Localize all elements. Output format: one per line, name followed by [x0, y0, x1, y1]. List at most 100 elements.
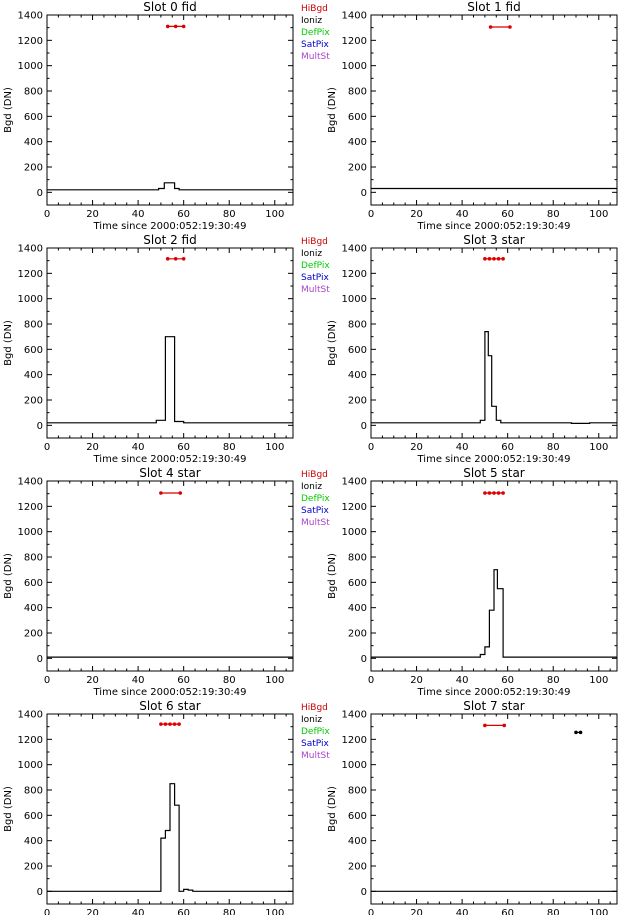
- y-tick-label: 1000: [18, 527, 43, 538]
- legend-entry-hibgd: HiBgd: [301, 237, 328, 247]
- flag-point-hibgd: [492, 256, 496, 261]
- y-axis-label: Bgd (DN): [327, 87, 338, 133]
- flag-point-hibgd: [159, 722, 163, 726]
- x-axis-label: Time since 2000:052:19:30:49: [417, 454, 571, 465]
- x-tick-label: 40: [132, 442, 145, 453]
- legend-entry-defpix: DefPix: [301, 494, 330, 504]
- y-tick-label: 800: [348, 87, 367, 98]
- flag-point-hibgd: [172, 722, 177, 726]
- y-tick-label: 1200: [342, 269, 367, 280]
- panel-title: Slot 4 star: [139, 466, 201, 480]
- x-tick-label: 40: [456, 908, 469, 915]
- flag-point-hibgd: [501, 256, 505, 261]
- x-tick-label: 100: [589, 442, 608, 453]
- y-tick-label: 1200: [18, 502, 43, 513]
- flag-point-ioniz: [578, 730, 583, 735]
- y-tick-label: 800: [24, 786, 43, 797]
- y-tick-label: 800: [348, 320, 367, 331]
- background-series-line: [371, 569, 617, 658]
- x-axis-label: Time since 2000:052:19:30:49: [417, 687, 571, 698]
- x-tick-label: 80: [223, 209, 236, 220]
- panel-title: Slot 1 fid: [467, 0, 520, 14]
- x-tick-label: 40: [456, 442, 469, 453]
- legend-entry-satpix: SatPix: [301, 506, 329, 516]
- x-tick-label: 40: [132, 908, 145, 915]
- y-tick-label: 0: [37, 421, 43, 432]
- flag-point-hibgd: [168, 722, 172, 726]
- x-tick-label: 60: [501, 442, 514, 453]
- legend-entry-hibgd: HiBgd: [301, 470, 328, 480]
- flag-point-hibgd: [178, 491, 183, 495]
- y-tick-label: 400: [348, 836, 367, 847]
- x-tick-label: 20: [86, 908, 99, 915]
- flag-point-hibgd: [483, 256, 487, 261]
- flag-point-hibgd: [173, 256, 178, 261]
- y-tick-label: 800: [24, 87, 43, 98]
- y-tick-label: 1200: [18, 269, 43, 280]
- y-tick-label: 0: [361, 654, 367, 665]
- x-tick-label: 20: [86, 442, 99, 453]
- y-tick-label: 1400: [342, 11, 367, 22]
- x-tick-label: 100: [589, 675, 608, 686]
- flag-point-hibgd: [159, 491, 163, 495]
- x-tick-label: 60: [501, 675, 514, 686]
- x-tick-label: 20: [86, 675, 99, 686]
- y-tick-label: 1400: [18, 244, 43, 255]
- y-tick-label: 1000: [18, 294, 43, 305]
- y-axis-label: Bgd (DN): [327, 320, 338, 366]
- y-tick-label: 200: [348, 629, 367, 640]
- y-tick-label: 1400: [342, 710, 367, 721]
- y-tick-label: 1400: [18, 11, 43, 22]
- y-tick-label: 400: [24, 836, 43, 847]
- legend-entry-hibgd: HiBgd: [301, 703, 328, 713]
- legend-entry-defpix: DefPix: [301, 261, 330, 271]
- legend-entry-multst: MultSt: [301, 52, 330, 62]
- x-tick-label: 20: [410, 908, 423, 915]
- legend-entry-multst: MultSt: [301, 518, 330, 528]
- x-axis-label: Time since 2000:052:19:30:49: [93, 221, 247, 232]
- x-tick-label: 100: [265, 675, 284, 686]
- legend-entry-satpix: SatPix: [301, 739, 329, 749]
- y-axis-label: Bgd (DN): [3, 553, 14, 599]
- y-tick-label: 600: [24, 345, 43, 356]
- y-tick-label: 1000: [342, 760, 367, 771]
- y-tick-label: 600: [348, 811, 367, 822]
- y-tick-label: 1200: [342, 735, 367, 746]
- legend-entry-ioniz: Ioniz: [301, 482, 322, 492]
- flag-point-hibgd: [492, 491, 496, 495]
- legend-entry-defpix: DefPix: [301, 28, 330, 38]
- panel-title: Slot 5 star: [463, 466, 525, 480]
- y-tick-label: 1400: [342, 244, 367, 255]
- y-axis-label: Bgd (DN): [327, 553, 338, 599]
- flag-point-hibgd: [177, 722, 181, 726]
- x-tick-label: 100: [265, 442, 284, 453]
- x-tick-label: 80: [547, 209, 560, 220]
- x-axis-label: Time since 2000:052:19:30:49: [417, 221, 571, 232]
- flag-point-hibgd: [483, 491, 487, 495]
- x-tick-label: 60: [177, 675, 190, 686]
- legend-entry-defpix: DefPix: [301, 727, 330, 737]
- x-tick-label: 0: [368, 908, 374, 915]
- y-tick-label: 1200: [18, 36, 43, 47]
- flag-point-hibgd: [181, 256, 186, 261]
- background-series-line: [371, 331, 617, 424]
- y-tick-label: 800: [24, 320, 43, 331]
- y-tick-label: 1000: [342, 527, 367, 538]
- y-tick-label: 1000: [342, 61, 367, 72]
- y-tick-label: 200: [24, 862, 43, 873]
- plot-frame: [370, 247, 618, 439]
- y-tick-label: 800: [24, 553, 43, 564]
- flag-point-hibgd: [163, 722, 168, 726]
- legend-entry-multst: MultSt: [301, 285, 330, 295]
- y-tick-label: 600: [348, 345, 367, 356]
- flag-point-hibgd: [501, 491, 505, 495]
- flag-point-ioniz: [574, 730, 578, 735]
- y-tick-label: 0: [37, 887, 43, 898]
